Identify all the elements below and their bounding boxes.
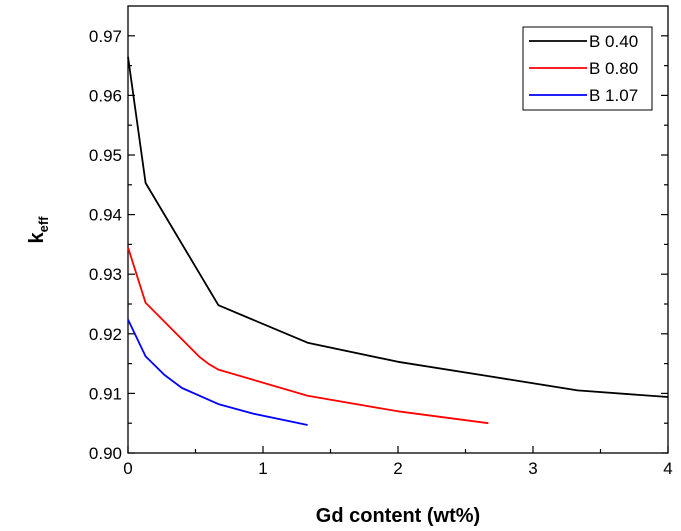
x-tick-label: 0: [123, 459, 132, 478]
x-tick-label: 4: [663, 459, 672, 478]
y-tick-label: 0.95: [89, 146, 122, 165]
y-tick-label: 0.92: [89, 325, 122, 344]
y-axis-title: keff: [26, 216, 51, 244]
x-tick-label: 3: [528, 459, 537, 478]
y-tick-label: 0.91: [89, 384, 122, 403]
y-axis-title-sub: eff: [36, 216, 51, 233]
x-axis-title: Gd content (wt%): [316, 505, 480, 527]
legend-label: B 0.40: [589, 32, 638, 51]
y-tick-label: 0.90: [89, 444, 122, 463]
x-tick-label: 1: [258, 459, 267, 478]
y-tick-label: 0.93: [89, 265, 122, 284]
y-tick-label: 0.97: [89, 27, 122, 46]
y-axis-title-main: k: [26, 232, 48, 244]
y-tick-label: 0.96: [89, 86, 122, 105]
axis-ticks: 0 1 2 3 4 0.90 0.91 0.92 0.93 0.94 0.95 0.96 0.97: [89, 27, 673, 478]
series-lines: [127, 56, 669, 426]
svg-text:keff: keff: [26, 216, 51, 244]
legend: B 0.40 B 0.80 B 1.07: [522, 26, 653, 111]
y-tick-label: 0.94: [89, 206, 122, 225]
x-tick-label: 2: [393, 459, 402, 478]
legend-label: B 0.80: [589, 59, 638, 78]
series-line-b-0-40: [127, 56, 669, 398]
legend-label: B 1.07: [589, 86, 638, 105]
series-line-b-1-07: [127, 319, 308, 426]
series-line-b-0-80: [127, 247, 489, 425]
